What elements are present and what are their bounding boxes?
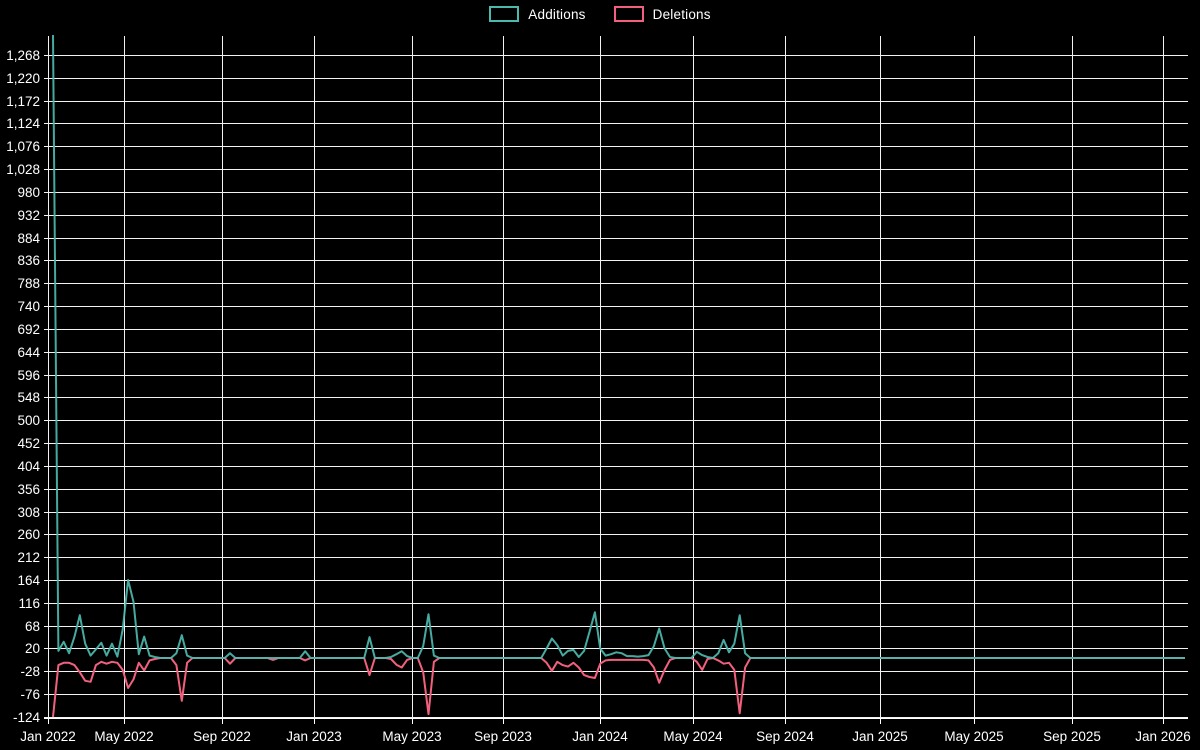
y-tick-label: 1,268 [6, 48, 40, 63]
y-tick-label: 164 [17, 573, 40, 588]
deletions-swatch-icon [613, 6, 644, 22]
y-tick-label: 308 [17, 505, 40, 520]
legend-item-additions[interactable]: Additions [489, 6, 585, 22]
y-tick-label: 452 [17, 436, 40, 451]
y-tick-label: 788 [17, 276, 40, 291]
additions-line-series [52, 34, 1185, 659]
y-tick-label: -124 [13, 710, 41, 725]
legend-label-deletions: Deletions [652, 6, 711, 22]
chart-legend: Additions Deletions [0, 6, 1200, 22]
x-tick-label: Sep 2025 [1043, 729, 1101, 744]
x-tick-label: May 2023 [382, 729, 441, 744]
x-gridlines [48, 36, 1164, 724]
y-tick-label: 884 [17, 231, 40, 246]
y-tick-label: 1,220 [6, 71, 40, 86]
y-tick-label: 500 [17, 413, 40, 428]
y-tick-label: 836 [17, 253, 40, 268]
y-tick-label: 1,124 [6, 116, 40, 131]
y-tick-label: 20 [25, 641, 40, 656]
y-tick-label: 932 [17, 208, 40, 223]
y-tick-label: 980 [17, 185, 40, 200]
additions-swatch-icon [489, 6, 520, 22]
x-tick-label: Jan 2024 [572, 729, 628, 744]
y-axis-labels: -124 -76 -28 20 68 116 164 212 260 308 356 404 452 50… [6, 48, 40, 725]
y-tick-label: 740 [17, 299, 40, 314]
y-tick-label: 1,172 [6, 94, 40, 109]
x-tick-label: May 2024 [663, 729, 723, 744]
y-tick-label: 212 [17, 550, 40, 565]
y-tick-label: 1,076 [6, 139, 40, 154]
x-tick-label: Jan 2026 [1135, 729, 1191, 744]
legend-label-additions: Additions [528, 6, 586, 22]
x-tick-label: Sep 2023 [474, 729, 532, 744]
y-tick-label: 692 [17, 322, 40, 337]
y-tick-label: 116 [18, 596, 40, 611]
x-tick-label: Jan 2023 [286, 729, 342, 744]
y-tick-label: 260 [17, 527, 40, 542]
y-tick-label: 596 [17, 368, 40, 383]
x-tick-label: May 2022 [94, 729, 153, 744]
y-tick-label: 68 [25, 619, 40, 634]
x-tick-label: Sep 2022 [193, 729, 251, 744]
y-tick-label: 356 [17, 482, 40, 497]
y-tick-label: -28 [20, 664, 40, 679]
x-tick-label: Sep 2024 [756, 729, 814, 744]
y-tick-label: 548 [17, 390, 40, 405]
x-tick-label: Jan 2025 [852, 729, 908, 744]
legend-item-deletions[interactable]: Deletions [613, 6, 711, 22]
y-tick-label: 644 [17, 345, 40, 360]
x-tick-label: Jan 2022 [20, 729, 76, 744]
y-tick-label: 404 [17, 459, 40, 474]
y-tick-label: 1,028 [6, 162, 40, 177]
x-axis-labels: Jan 2022 May 2022 Sep 2022 Jan 2023 May 2023… [20, 729, 1191, 744]
y-gridlines [44, 55, 1188, 718]
y-tick-label: -76 [20, 687, 40, 702]
x-tick-label: May 2025 [944, 729, 1003, 744]
